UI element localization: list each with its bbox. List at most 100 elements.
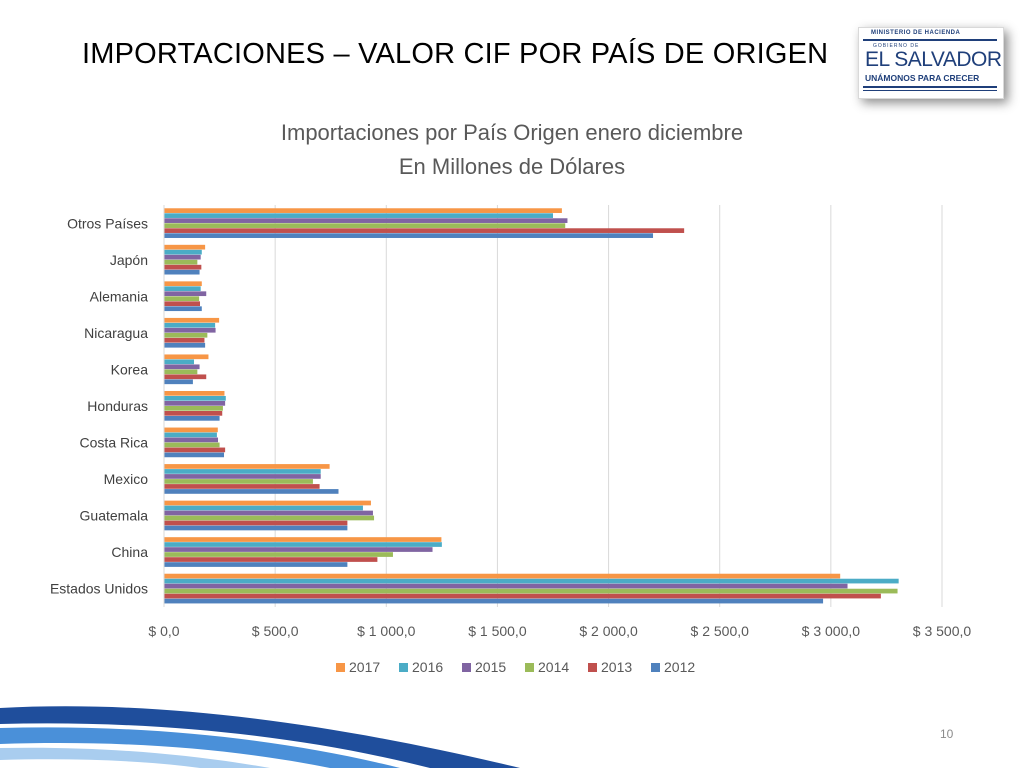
bar xyxy=(164,218,568,223)
bar xyxy=(164,374,207,380)
logo-slogan: UNÁMONOS PARA CRECER xyxy=(865,73,980,83)
category-label: Korea xyxy=(111,361,149,377)
bar xyxy=(164,354,209,360)
legend-swatch xyxy=(525,663,534,672)
bar xyxy=(164,391,225,396)
logo-stripe-bottom xyxy=(863,86,997,88)
bar xyxy=(164,411,223,416)
bar xyxy=(164,416,220,421)
category-label: Costa Rica xyxy=(80,435,149,451)
category-label: China xyxy=(111,544,148,560)
bar xyxy=(164,525,348,531)
bar xyxy=(164,537,442,542)
bar xyxy=(164,322,216,328)
chart-subtitle: En Millones de Dólares xyxy=(398,154,626,179)
bar xyxy=(164,505,363,511)
bar xyxy=(164,264,202,270)
bar xyxy=(164,306,202,312)
bar xyxy=(164,432,217,438)
bar xyxy=(164,317,220,323)
x-tick-label: $ 1 500,0 xyxy=(468,623,527,639)
category-label: Alemania xyxy=(90,288,149,304)
bar xyxy=(164,259,198,265)
bar xyxy=(164,484,320,489)
bar xyxy=(164,452,225,458)
bar xyxy=(164,588,898,594)
legend-label: 2012 xyxy=(664,659,695,675)
bar xyxy=(164,598,824,604)
bar xyxy=(164,464,330,469)
legend-label: 2015 xyxy=(475,659,506,675)
bar xyxy=(164,401,226,406)
bar xyxy=(164,223,566,228)
bar xyxy=(164,442,220,448)
bar xyxy=(164,342,206,348)
bar xyxy=(164,583,848,589)
decorative-wave xyxy=(0,706,520,768)
bar xyxy=(164,291,207,297)
bar xyxy=(164,228,685,233)
bar xyxy=(164,359,195,365)
bar xyxy=(164,301,201,307)
bar xyxy=(164,208,562,213)
bar xyxy=(164,469,321,474)
category-label: Japón xyxy=(110,252,148,268)
bar xyxy=(164,233,654,238)
legend-label: 2014 xyxy=(538,659,569,675)
bar xyxy=(164,593,881,599)
x-tick-label: $ 500,0 xyxy=(252,623,299,639)
category-label: Otros Países xyxy=(67,215,148,231)
bar xyxy=(164,332,208,338)
legend-label: 2013 xyxy=(601,659,632,675)
bar xyxy=(164,369,198,375)
bar xyxy=(164,286,201,292)
logo-name: EL SALVADOR xyxy=(865,48,1002,71)
x-tick-label: $ 3 500,0 xyxy=(913,623,972,639)
bar xyxy=(164,396,226,401)
bar xyxy=(164,337,205,343)
bar xyxy=(164,437,219,443)
chart-title: Importaciones por País Origen enero dici… xyxy=(280,120,744,145)
el-salvador-logo: MINISTERIO DE HACIENDA GOBIERNO DE EL SA… xyxy=(858,27,1004,99)
bar xyxy=(164,479,313,484)
bar xyxy=(164,542,442,547)
bar xyxy=(164,406,223,411)
bar xyxy=(164,254,201,260)
bar xyxy=(164,557,378,562)
x-tick-label: $ 0,0 xyxy=(148,623,179,639)
legend-swatch xyxy=(399,663,408,672)
bar xyxy=(164,364,200,370)
bar xyxy=(164,547,433,552)
legend-swatch xyxy=(588,663,597,672)
bar xyxy=(164,552,393,557)
bar xyxy=(164,515,375,521)
x-tick-label: $ 2 000,0 xyxy=(579,623,638,639)
category-label: Estados Unidos xyxy=(50,581,148,597)
bar xyxy=(164,510,373,516)
legend-swatch xyxy=(462,663,471,672)
bar xyxy=(164,573,841,579)
category-label: Nicaragua xyxy=(84,325,148,341)
bar xyxy=(164,474,321,479)
legend-swatch xyxy=(651,663,660,672)
bar xyxy=(164,578,899,584)
bar xyxy=(164,489,339,494)
bar xyxy=(164,520,348,526)
x-tick-label: $ 3 000,0 xyxy=(802,623,861,639)
legend-label: 2017 xyxy=(349,659,380,675)
bar xyxy=(164,296,200,302)
legend-label: 2016 xyxy=(412,659,443,675)
bar xyxy=(164,562,348,567)
bar xyxy=(164,427,218,433)
x-tick-label: $ 1 000,0 xyxy=(357,623,416,639)
bar xyxy=(164,244,206,250)
bar xyxy=(164,281,202,287)
category-label: Mexico xyxy=(104,471,149,487)
page-number: 10 xyxy=(940,727,954,741)
category-label: Guatemala xyxy=(80,508,149,524)
x-tick-label: $ 2 500,0 xyxy=(691,623,750,639)
logo-government: GOBIERNO DE xyxy=(873,43,920,49)
bar xyxy=(164,500,371,506)
bar xyxy=(164,447,226,453)
